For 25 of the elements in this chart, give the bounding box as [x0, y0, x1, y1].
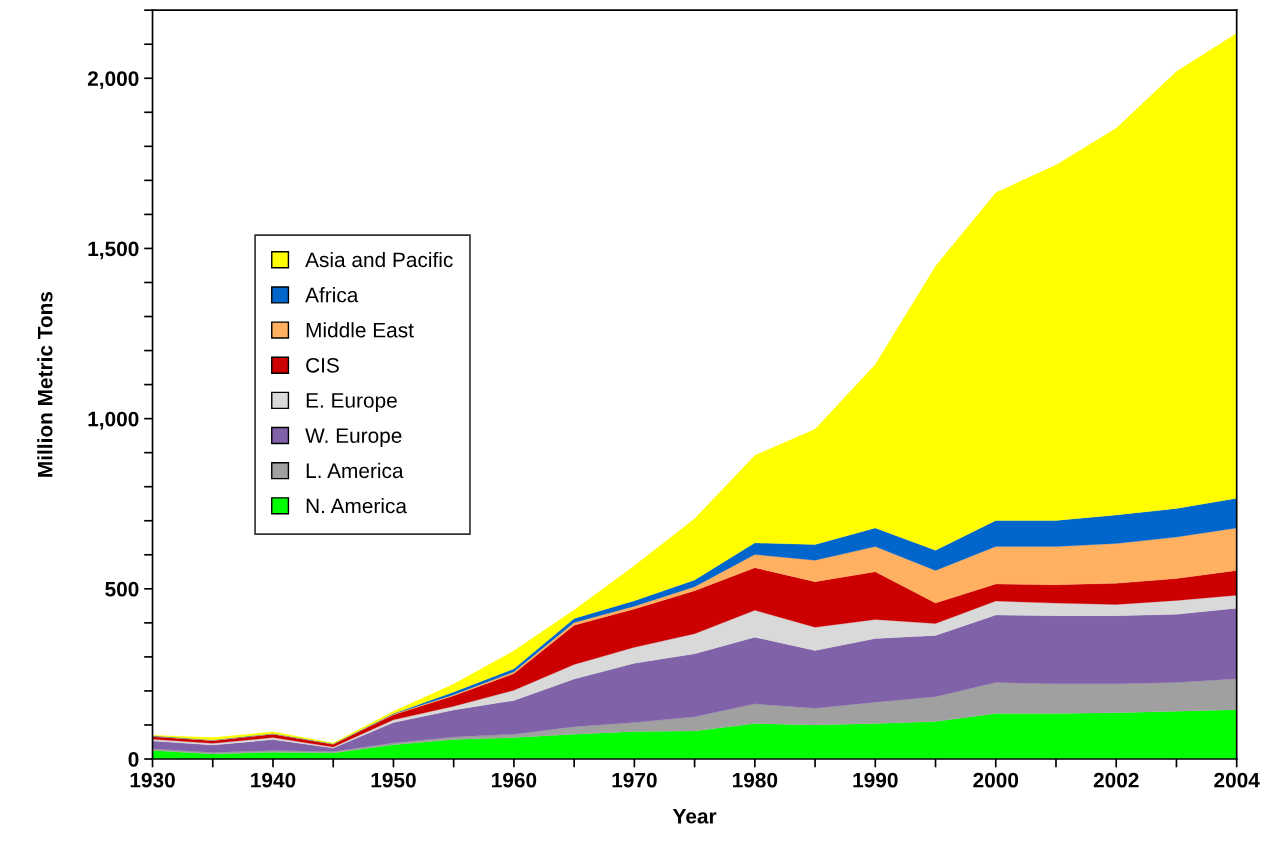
x-tick-label: 1940 [251, 772, 296, 788]
y-tick-label: 1,000 [88, 411, 139, 430]
y-axis-title: Million Metric Tons [37, 291, 53, 477]
legend-label: Middle East [306, 322, 414, 338]
legend-label: W. Europe [305, 428, 402, 448]
x-tick-label: 1980 [732, 772, 778, 788]
y-tick-label: 2,000 [87, 71, 139, 90]
x-axis-title: Year [672, 809, 717, 824]
legend-label: L. America [306, 462, 404, 479]
legend-label: Asia and Pacific [305, 251, 453, 268]
x-tick-label: 1950 [371, 772, 416, 788]
x-tick-label: 2000 [973, 772, 1019, 788]
y-tick-label: 500 [105, 581, 139, 597]
x-tick-label: 1990 [853, 772, 898, 788]
y-tick-label: 0 [128, 752, 139, 767]
x-tick-label: 2002 [1093, 772, 1139, 788]
x-tick-label: 1970 [612, 772, 657, 788]
x-tick-label: 1930 [130, 772, 175, 788]
legend-label: E. Europe [306, 393, 397, 412]
legend-label: N. America [306, 497, 407, 514]
y-tick-label: 1,500 [88, 241, 139, 260]
x-tick-label: 2004 [1214, 772, 1260, 788]
legend-label: CIS [306, 357, 339, 373]
legend-label: Africa [305, 287, 359, 303]
x-tick-label: 1960 [492, 772, 537, 788]
